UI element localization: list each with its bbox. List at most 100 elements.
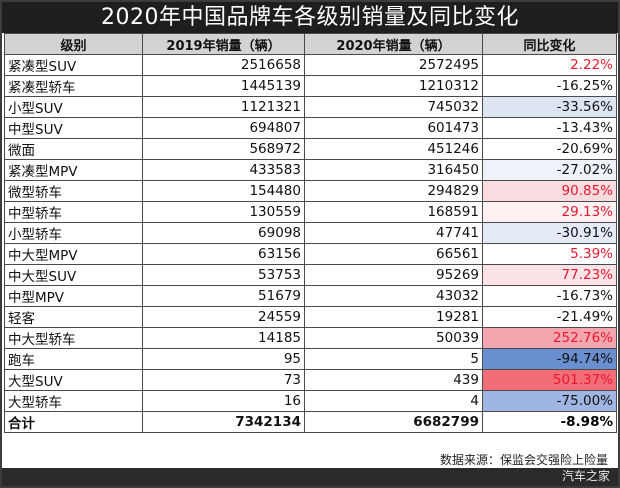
- table-row: 大型SUV 73 439 501.37%: [4, 369, 617, 391]
- table-row: 中大型SUV 53753 95269 77.23%: [4, 264, 617, 286]
- change-cell: -33.56%: [482, 96, 617, 118]
- sales-2019-cell: 14185: [142, 327, 305, 349]
- header-change: 同比变化: [482, 33, 617, 55]
- sales-2020-cell: 50039: [304, 327, 483, 349]
- sales-2019-cell: 1445139: [142, 75, 305, 97]
- table-row: 跑车 95 5 -94.74%: [4, 348, 617, 370]
- change-cell: -94.74%: [482, 348, 617, 370]
- sales-2020-cell: 294829: [304, 180, 483, 202]
- change-cell: -30.91%: [482, 222, 617, 244]
- page-title: 2020年中国品牌车各级别销量及同比变化: [2, 2, 618, 33]
- change-cell: 77.23%: [482, 264, 617, 286]
- level-cell: 紧凑型MPV: [4, 159, 143, 181]
- table-row: 中型SUV 694807 601473 -13.43%: [4, 117, 617, 139]
- sales-2020-cell: 5: [304, 348, 483, 370]
- change-cell: -75.00%: [482, 390, 617, 412]
- sales-2020-cell: 316450: [304, 159, 483, 181]
- table-row: 紧凑型轿车 1445139 1210312 -16.25%: [4, 75, 617, 97]
- table-row: 中大型轿车 14185 50039 252.76%: [4, 327, 617, 349]
- change-cell: 29.13%: [482, 201, 617, 223]
- table-row: 中型轿车 130559 168591 29.13%: [4, 201, 617, 223]
- sales-2019-cell: 63156: [142, 243, 305, 265]
- sales-2019-cell: 433583: [142, 159, 305, 181]
- level-cell: 微面: [4, 138, 143, 160]
- change-cell: 2.22%: [482, 54, 617, 76]
- sales-2019-cell: 16: [142, 390, 305, 412]
- table-row: 紧凑型MPV 433583 316450 -27.02%: [4, 159, 617, 181]
- change-cell: 5.39%: [482, 243, 617, 265]
- total-change: -8.98%: [482, 411, 617, 433]
- header-2019: 2019年销量（辆）: [142, 33, 305, 55]
- table-row: 轻客 24559 19281 -21.49%: [4, 306, 617, 328]
- table-row: 紧凑型SUV 2516658 2572495 2.22%: [4, 54, 617, 76]
- level-cell: 中大型SUV: [4, 264, 143, 286]
- level-cell: 中大型MPV: [4, 243, 143, 265]
- sales-2019-cell: 130559: [142, 201, 305, 223]
- header-row: 级别 2019年销量（辆） 2020年销量（辆） 同比变化: [4, 33, 617, 55]
- level-cell: 紧凑型轿车: [4, 75, 143, 97]
- source-note: 数据来源：保监会交强险上险量: [439, 453, 608, 467]
- change-cell: 501.37%: [482, 369, 617, 391]
- sales-2019-cell: 568972: [142, 138, 305, 160]
- table-body: 紧凑型SUV 2516658 2572495 2.22% 紧凑型轿车 1445139 121…: [4, 54, 617, 433]
- level-cell: 紧凑型SUV: [4, 54, 143, 76]
- level-cell: 大型SUV: [4, 369, 143, 391]
- total-label: 合计: [4, 411, 143, 433]
- total-2020: 6682799: [304, 411, 483, 433]
- change-cell: -16.73%: [482, 285, 617, 307]
- table-row: 中型MPV 51679 43032 -16.73%: [4, 285, 617, 307]
- sales-2020-cell: 745032: [304, 96, 483, 118]
- sales-2020-cell: 601473: [304, 117, 483, 139]
- sales-2020-cell: 66561: [304, 243, 483, 265]
- table-row: 中大型MPV 63156 66561 5.39%: [4, 243, 617, 265]
- sales-2020-cell: 95269: [304, 264, 483, 286]
- change-cell: -27.02%: [482, 159, 617, 181]
- sales-2020-cell: 19281: [304, 306, 483, 328]
- table-row: 小型SUV 1121321 745032 -33.56%: [4, 96, 617, 118]
- total-row: 合计 7342134 6682799 -8.98%: [4, 411, 617, 433]
- level-cell: 中型MPV: [4, 285, 143, 307]
- level-cell: 轻客: [4, 306, 143, 328]
- sales-2020-cell: 4: [304, 390, 483, 412]
- level-cell: 跑车: [4, 348, 143, 370]
- sales-2019-cell: 95: [142, 348, 305, 370]
- level-cell: 小型SUV: [4, 96, 143, 118]
- bottom-bar: 汽车之家: [2, 468, 618, 486]
- sales-2019-cell: 69098: [142, 222, 305, 244]
- change-cell: 252.76%: [482, 327, 617, 349]
- sales-2020-cell: 47741: [304, 222, 483, 244]
- sales-2019-cell: 73: [142, 369, 305, 391]
- change-cell: -13.43%: [482, 117, 617, 139]
- change-cell: -21.49%: [482, 306, 617, 328]
- sales-table: 级别 2019年销量（辆） 2020年销量（辆） 同比变化 紧凑型SUV 2516…: [4, 33, 617, 433]
- sales-2019-cell: 53753: [142, 264, 305, 286]
- change-cell: 90.85%: [482, 180, 617, 202]
- level-cell: 微型轿车: [4, 180, 143, 202]
- level-cell: 中型SUV: [4, 117, 143, 139]
- header-2020: 2020年销量（辆）: [304, 33, 483, 55]
- sales-2019-cell: 51679: [142, 285, 305, 307]
- change-cell: -20.69%: [482, 138, 617, 160]
- change-cell: -16.25%: [482, 75, 617, 97]
- table-row: 小型轿车 69098 47741 -30.91%: [4, 222, 617, 244]
- table-row: 微型轿车 154480 294829 90.85%: [4, 180, 617, 202]
- sales-2019-cell: 2516658: [142, 54, 305, 76]
- table-row: 大型轿车 16 4 -75.00%: [4, 390, 617, 412]
- sales-2020-cell: 1210312: [304, 75, 483, 97]
- sales-2019-cell: 154480: [142, 180, 305, 202]
- sales-2020-cell: 2572495: [304, 54, 483, 76]
- sales-2020-cell: 451246: [304, 138, 483, 160]
- level-cell: 中大型轿车: [4, 327, 143, 349]
- sales-2020-cell: 168591: [304, 201, 483, 223]
- sales-2019-cell: 1121321: [142, 96, 305, 118]
- level-cell: 中型轿车: [4, 201, 143, 223]
- level-cell: 大型轿车: [4, 390, 143, 412]
- sales-2020-cell: 43032: [304, 285, 483, 307]
- header-level: 级别: [4, 33, 143, 55]
- sales-2020-cell: 439: [304, 369, 483, 391]
- watermark: 汽车之家: [561, 469, 610, 483]
- sales-2019-cell: 24559: [142, 306, 305, 328]
- sales-2019-cell: 694807: [142, 117, 305, 139]
- table-row: 微面 568972 451246 -20.69%: [4, 138, 617, 160]
